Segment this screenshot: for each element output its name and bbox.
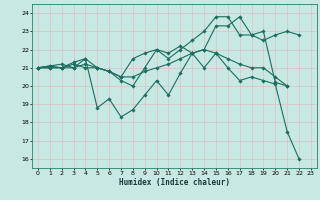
X-axis label: Humidex (Indice chaleur): Humidex (Indice chaleur)	[119, 178, 230, 187]
